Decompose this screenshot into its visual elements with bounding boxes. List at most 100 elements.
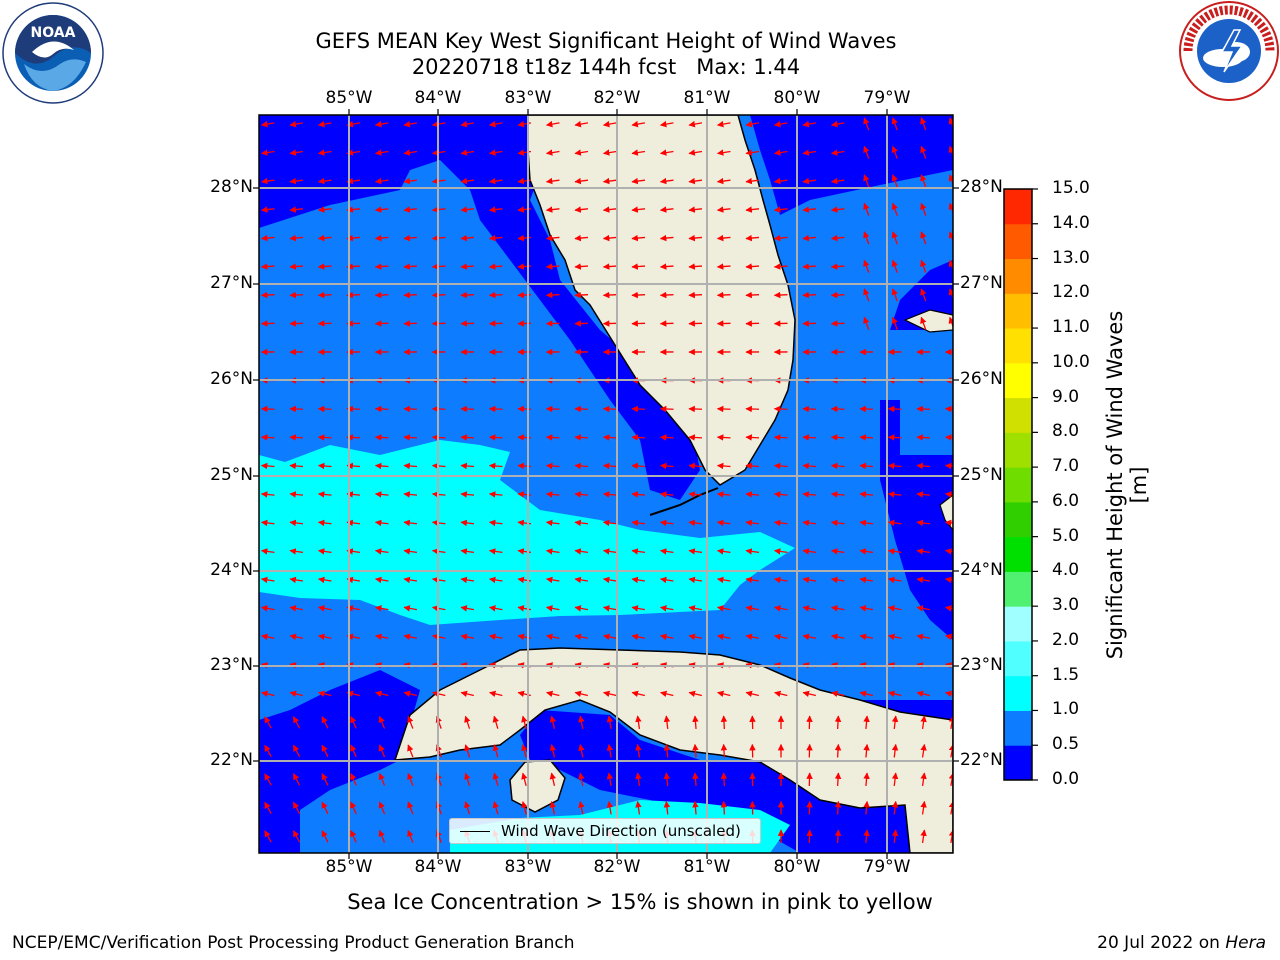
wind-wave-arrow bbox=[716, 149, 731, 156]
wind-wave-arrow bbox=[606, 715, 614, 730]
wind-wave-arrow bbox=[602, 633, 617, 641]
lat-label: 28°N bbox=[960, 177, 1003, 197]
wind-wave-arrow bbox=[859, 519, 874, 527]
wind-wave-arrow bbox=[545, 120, 560, 128]
wind-wave-arrow bbox=[920, 288, 927, 302]
wind-wave-arrow bbox=[260, 206, 275, 213]
wind-wave-arrow bbox=[374, 462, 389, 470]
lon-label: 85°W bbox=[325, 88, 373, 108]
wind-wave-arrow bbox=[460, 206, 475, 213]
wind-wave-arrow bbox=[488, 234, 503, 242]
lon-label: 85°W bbox=[325, 857, 373, 877]
wind-wave-arrow bbox=[863, 800, 870, 815]
wind-wave-arrow bbox=[944, 576, 953, 584]
lon-label: 84°W bbox=[414, 857, 462, 877]
wind-wave-arrow bbox=[863, 715, 870, 730]
wind-wave-arrow bbox=[321, 773, 329, 786]
wind-wave-arrow bbox=[863, 202, 870, 216]
wind-wave-arrow bbox=[374, 177, 389, 185]
wind-wave-arrow bbox=[289, 519, 304, 527]
wind-wave-arrow bbox=[289, 633, 304, 641]
wind-wave-arrow bbox=[774, 690, 788, 698]
wind-wave-arrow bbox=[350, 829, 357, 843]
wind-wave-arrow bbox=[830, 576, 845, 584]
wind-wave-arrow bbox=[948, 174, 953, 186]
wind-wave-arrow bbox=[574, 690, 588, 698]
wind-wave-arrow bbox=[317, 576, 332, 584]
wind-wave-arrow bbox=[260, 519, 275, 527]
wind-wave-arrow bbox=[460, 291, 475, 299]
wind-wave-arrow bbox=[716, 177, 731, 185]
wind-wave-arrow bbox=[916, 491, 931, 498]
wind-wave-arrow bbox=[887, 548, 902, 555]
wind-wave-arrow bbox=[488, 519, 503, 527]
wind-wave-arrow bbox=[631, 177, 646, 185]
colorbar-tick-label: 15.0 bbox=[1052, 178, 1090, 198]
wind-wave-arrow bbox=[944, 633, 953, 641]
wind-wave-arrow bbox=[887, 605, 902, 612]
wind-wave-arrow bbox=[745, 462, 760, 470]
wind-wave-arrow bbox=[321, 744, 329, 758]
wind-wave-arrow bbox=[802, 263, 817, 270]
wind-wave-arrow bbox=[830, 177, 845, 185]
lon-label: 79°W bbox=[863, 88, 911, 108]
wind-wave-arrow bbox=[692, 715, 699, 730]
lat-label: 27°N bbox=[210, 273, 253, 293]
wind-wave-arrow bbox=[659, 462, 674, 470]
wind-wave-arrow bbox=[321, 830, 329, 843]
wind-wave-arrow bbox=[920, 174, 927, 188]
wind-wave-arrow bbox=[488, 149, 503, 156]
wind-wave-arrow bbox=[460, 120, 475, 128]
wind-wave-arrow bbox=[802, 548, 817, 555]
wind-wave-arrow bbox=[948, 288, 953, 300]
wind-wave-arrow bbox=[602, 263, 617, 270]
wind-wave-arrow bbox=[488, 605, 503, 612]
colorbar-tick-label: 8.0 bbox=[1052, 421, 1080, 442]
wind-wave-arrow bbox=[891, 743, 899, 758]
wind-wave-arrow bbox=[830, 633, 845, 641]
wind-wave-arrow bbox=[688, 149, 703, 156]
wind-wave-arrow bbox=[545, 177, 560, 185]
wind-wave-arrow bbox=[745, 690, 759, 698]
wind-wave-arrow bbox=[773, 291, 788, 299]
colorbar-tick-label: 13.0 bbox=[1052, 247, 1090, 268]
wind-wave-arrow bbox=[659, 576, 674, 584]
wind-wave-arrow bbox=[260, 605, 275, 612]
wind-wave-arrow bbox=[631, 234, 646, 242]
wind-wave-arrow bbox=[802, 491, 817, 498]
wind-wave-arrow bbox=[773, 576, 788, 584]
wind-wave-arrow bbox=[460, 690, 474, 698]
lat-label: 24°N bbox=[960, 560, 1003, 580]
wind-wave-arrow bbox=[403, 548, 418, 555]
wind-wave-arrow bbox=[834, 800, 842, 815]
wind-wave-arrow bbox=[948, 316, 953, 329]
wind-wave-arrow bbox=[289, 491, 304, 498]
wind-wave-arrow bbox=[317, 605, 332, 612]
wind-wave-arrow bbox=[574, 462, 589, 470]
wind-wave-arrow bbox=[378, 744, 386, 758]
wind-wave-arrow bbox=[663, 743, 671, 758]
wind-wave-arrow bbox=[944, 548, 953, 555]
colorbar-tick-label: 5.0 bbox=[1052, 525, 1080, 546]
chart-title-line2: 20220718 t18z 144h fcst Max: 1.44 bbox=[411, 55, 801, 79]
wind-wave-arrow bbox=[317, 149, 332, 156]
wind-wave-arrow bbox=[830, 206, 845, 213]
wind-wave-arrow bbox=[773, 263, 788, 270]
wind-wave-arrow bbox=[403, 491, 418, 498]
wind-wave-arrow bbox=[317, 491, 332, 498]
wind-wave-arrow bbox=[350, 744, 357, 758]
wind-wave-arrow bbox=[631, 291, 646, 299]
wind-wave-arrow bbox=[663, 715, 671, 730]
wind-wave-arrow bbox=[492, 744, 499, 758]
wind-wave-arrow bbox=[545, 548, 560, 555]
wind-wave-arrow bbox=[802, 434, 817, 441]
wind-wave-arrow bbox=[574, 491, 589, 498]
wind-wave-arrow bbox=[802, 576, 817, 584]
wind-wave-arrow bbox=[321, 801, 329, 815]
wind-wave-arrow bbox=[317, 263, 332, 270]
wind-wave-arrow bbox=[692, 743, 699, 758]
wind-wave-arrow bbox=[745, 120, 760, 128]
wind-wave-arrow bbox=[716, 234, 731, 242]
wind-wave-arrow bbox=[602, 206, 617, 213]
lat-label: 25°N bbox=[210, 465, 253, 485]
